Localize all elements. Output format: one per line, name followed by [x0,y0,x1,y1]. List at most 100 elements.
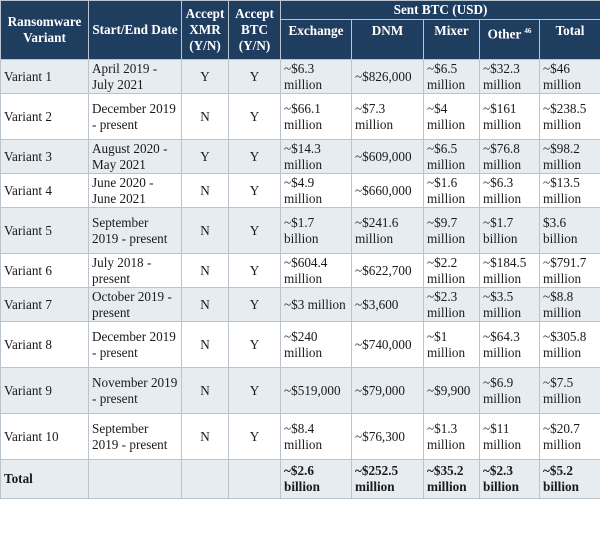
cell-dates: June 2020 - June 2021 [88,173,182,208]
header-other-label: Other [487,26,522,42]
header-sent-btc: Sent BTC (USD) [279,0,600,20]
cell-dates: September 2019 - present [88,413,182,460]
cell-mixer: ~$2.3 million [423,287,480,322]
totals-dnm: ~$252.5 million [351,459,424,499]
cell-other: ~$1.7 billion [479,207,540,254]
cell-variant: Variant 3 [0,139,89,174]
cell-accept-xmr: N [181,367,229,414]
totals-total: ~$5.2 billion [538,459,600,499]
cell-mixer: ~$4 million [423,93,480,140]
cell-accept-btc: Y [228,139,281,174]
cell-exchange: ~$8.4 million [280,413,352,460]
table-row: Variant 3 August 2020 - May 2021 Y Y ~$14.3 … [0,139,600,174]
header-dnm: DNM [351,19,424,60]
cell-exchange: ~$604.4 million [280,253,352,288]
cell-mixer: ~$1.6 million [423,173,480,208]
totals-row: Total ~$2.6 billion ~$252.5 million ~$35… [0,459,600,499]
cell-exchange: ~$3 million [280,287,352,322]
cell-mixer: ~$9.7 million [423,207,480,254]
cell-accept-btc: Y [228,367,281,414]
cell-variant: Variant 5 [0,207,89,254]
cell-accept-btc: Y [228,321,281,368]
cell-accept-xmr: N [181,253,229,288]
totals-other: ~$2.3 billion [479,459,540,499]
table-row: Variant 2 December 2019 - present N Y ~$66.1… [0,93,600,140]
cell-variant: Variant 10 [0,413,89,460]
cell-total: ~$7.5 million [538,367,600,414]
cell-exchange: ~$519,000 [280,367,352,414]
cell-total: ~$8.8 million [538,287,600,322]
cell-dnm: ~$609,000 [351,139,424,174]
cell-variant: Variant 8 [0,321,89,368]
cell-dnm: ~$740,000 [351,321,424,368]
totals-btc-cell [228,459,281,499]
cell-accept-btc: Y [228,413,281,460]
totals-xmr-cell [181,459,229,499]
cell-dnm: ~$7.3 million [351,93,424,140]
cell-dnm: ~$660,000 [351,173,424,208]
cell-accept-xmr: N [181,207,229,254]
cell-total: ~$791.7 million [538,253,600,288]
table-body: Variant 1 April 2019 - July 2021 Y Y ~$6.3 m… [0,59,600,460]
totals-dates-cell [88,459,182,499]
cell-accept-btc: Y [228,93,281,140]
table-row: Variant 4 June 2020 - June 2021 N Y ~$4.9 mi… [0,173,600,208]
cell-total: ~$20.7 million [538,413,600,460]
cell-accept-btc: Y [228,287,281,322]
table-row: Variant 9 November 2019 - present N Y ~$519,… [0,367,600,414]
cell-accept-xmr: N [181,173,229,208]
table-row: Variant 5 September 2019 - present N Y ~$1.7… [0,207,600,254]
cell-dates: August 2020 - May 2021 [88,139,182,174]
cell-other: ~$76.8 million [479,139,540,174]
cell-accept-xmr: Y [181,59,229,94]
cell-dates: December 2019 - present [88,321,182,368]
cell-total: $3.6 billion [538,207,600,254]
cell-mixer: ~$6.5 million [423,59,480,94]
cell-other: ~$3.5 million [479,287,540,322]
totals-exchange: ~$2.6 billion [280,459,352,499]
totals-mixer: ~$35.2 million [423,459,480,499]
cell-dates: October 2019 - present [88,287,182,322]
table-footer: Total ~$2.6 billion ~$252.5 million ~$35… [0,459,600,499]
cell-dnm: ~$622,700 [351,253,424,288]
cell-accept-xmr: N [181,321,229,368]
cell-accept-xmr: N [181,287,229,322]
cell-other: ~$6.9 million [479,367,540,414]
cell-variant: Variant 4 [0,173,89,208]
table-row: Variant 6 July 2018 - present N Y ~$604.4 mi… [0,253,600,288]
cell-accept-btc: Y [228,59,281,94]
cell-mixer: ~$6.5 million [423,139,480,174]
cell-other: ~$11 million [479,413,540,460]
cell-total: ~$305.8 million [538,321,600,368]
table-row: Variant 7 October 2019 - present N Y ~$3 mil… [0,287,600,322]
cell-variant: Variant 9 [0,367,89,414]
cell-exchange: ~$66.1 million [280,93,352,140]
cell-total: ~$46 million [538,59,600,94]
cell-mixer: ~$2.2 million [423,253,480,288]
cell-exchange: ~$4.9 million [280,173,352,208]
cell-variant: Variant 6 [0,253,89,288]
header-mixer: Mixer [423,19,480,60]
cell-mixer: ~$9,900 [423,367,480,414]
cell-variant: Variant 2 [0,93,89,140]
cell-other: ~$64.3 million [479,321,540,368]
header-variant: Ransomware Variant [0,0,89,60]
cell-dates: November 2019 - present [88,367,182,414]
header-total: Total [538,19,600,60]
cell-variant: Variant 7 [0,287,89,322]
cell-accept-xmr: N [181,93,229,140]
header-accept-xmr: Accept XMR (Y/N) [181,0,229,60]
cell-dnm: ~$3,600 [351,287,424,322]
cell-dates: July 2018 - present [88,253,182,288]
cell-dnm: ~$826,000 [351,59,424,94]
cell-other: ~$6.3 million [479,173,540,208]
cell-exchange: ~$240 million [280,321,352,368]
cell-mixer: ~$1.3 million [423,413,480,460]
cell-dnm: ~$241.6 million [351,207,424,254]
cell-accept-btc: Y [228,253,281,288]
footnote-marker: 46 [524,27,532,35]
table-row: Variant 1 April 2019 - July 2021 Y Y ~$6.3 m… [0,59,600,94]
header-accept-btc: Accept BTC (Y/N) [228,0,281,60]
cell-total: ~$13.5 million [538,173,600,208]
cell-mixer: ~$1 million [423,321,480,368]
